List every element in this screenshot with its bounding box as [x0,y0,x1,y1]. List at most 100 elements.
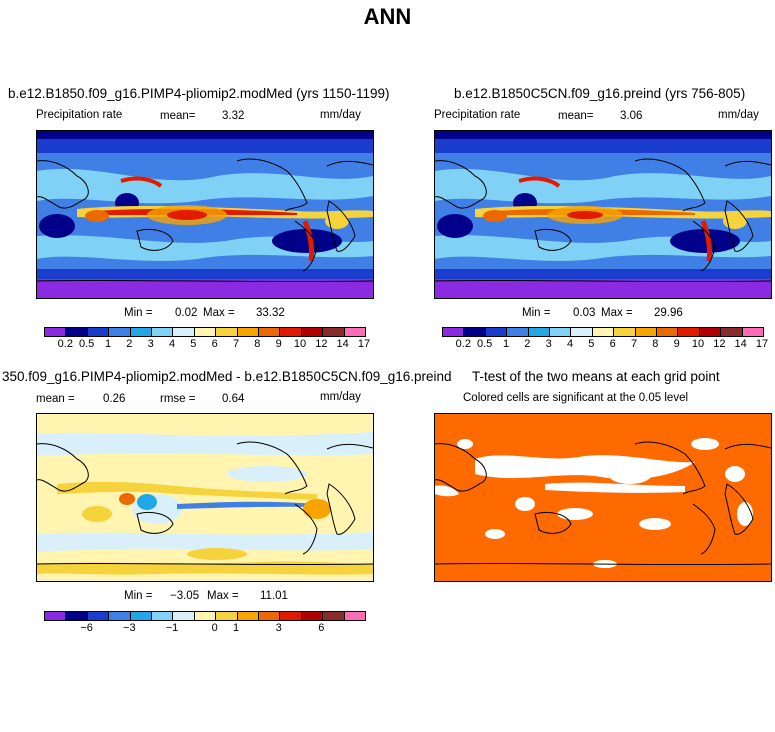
colorbar-swatch [66,612,88,620]
colorbar-swatch [152,328,174,336]
panel3-min-label: Min = [124,590,153,602]
colorbar-tick-label: 3 [545,338,552,350]
colorbar-swatch [614,328,636,336]
colorbar-tick-label: 0.2 [455,338,471,350]
colorbar-tick-label: −3 [123,622,136,634]
colorbar-swatch [323,328,345,336]
panel3-map [36,413,374,582]
colorbar-tick-label: 3 [275,622,282,634]
colorbar-tick-label: 4 [566,338,574,350]
colorbar-swatch [130,328,153,336]
panel2-units: mm/day [718,109,759,121]
panel1-title: b.e12.B1850.f09_g16.PIMP4-pliomip2.modMe… [8,86,390,101]
panel1-mean-value: 3.32 [222,110,245,122]
colorbar-swatch [635,328,658,336]
colorbar-swatch [443,328,465,336]
panel3-colorbar [44,611,366,621]
panel2-map [434,130,772,299]
colorbar-swatch [173,612,195,620]
colorbar-swatch [678,328,700,336]
colorbar-tick-label: 8 [254,338,261,350]
colorbar-swatch [464,328,486,336]
colorbar-tick-label: 8 [652,338,659,350]
panel2-max-label: Max = [601,307,633,319]
panel3-difference-field [37,414,373,581]
panel3-rmse-value: 0.64 [222,393,245,405]
colorbar-tick-label: 5 [190,338,197,350]
colorbar-tick-label: 0 [211,622,218,634]
colorbar-swatch [237,612,260,620]
colorbar-swatch [344,328,366,336]
colorbar-swatch [216,328,238,336]
colorbar-swatch [66,328,88,336]
colorbar-swatch [657,328,679,336]
panel2-max-value: 29.96 [654,307,683,319]
colorbar-swatch [87,612,110,620]
colorbar-tick-label: 6 [211,338,218,350]
colorbar-tick-label: 7 [630,338,638,350]
colorbar-tick-label: 2 [524,338,531,350]
colorbar-swatch [130,612,153,620]
panel3-mean-value: 0.26 [103,393,126,405]
panel4-subtitle: Colored cells are significant at the 0.0… [463,392,689,404]
colorbar-swatch [259,328,281,336]
colorbar-swatch [344,612,366,620]
colorbar-swatch [87,328,110,336]
colorbar-tick-label: 7 [232,338,240,350]
panel1-colorbar-labels: 0.2 0.5 1 2 3 4 5 6 7 8 9 10 12 14 17 [44,338,370,352]
panel1-max-value: 33.32 [256,307,285,319]
colorbar-tick-label: 12 [713,338,726,350]
panel3-rmse-label: rmse = [160,393,196,405]
panel2-variable: Precipitation rate [434,109,521,121]
colorbar-swatch [485,328,508,336]
colorbar-tick-label: 4 [168,338,176,350]
colorbar-tick-label: 17 [357,338,371,350]
colorbar-swatch [528,328,551,336]
colorbar-swatch [194,328,217,336]
colorbar-swatch [152,612,174,620]
colorbar-tick-label: 1 [502,338,510,350]
colorbar-tick-label: 1 [104,338,112,350]
panel2-mean-value: 3.06 [620,110,643,122]
colorbar-tick-label: 9 [275,338,282,350]
colorbar-swatch [507,328,529,336]
colorbar-swatch [216,612,238,620]
colorbar-swatch [592,328,615,336]
colorbar-swatch [699,328,722,336]
panel3-max-label: Max = [207,590,239,602]
colorbar-tick-label: 3 [147,338,154,350]
page-title: ANN [363,4,412,29]
panel2-precip-field [435,131,771,298]
colorbar-tick-label: 14 [734,338,747,350]
panel1-colorbar [44,327,366,337]
colorbar-tick-label: 5 [588,338,595,350]
panel1-map [36,130,374,299]
colorbar-tick-label: 10 [293,338,307,350]
panel3-units: mm/day [320,391,361,403]
panel4-significance-field [435,414,771,581]
colorbar-swatch [109,328,131,336]
colorbar-tick-label: 12 [315,338,328,350]
colorbar-tick-label: 10 [691,338,705,350]
panel1-mean-label: mean= [160,110,196,122]
colorbar-swatch [721,328,743,336]
panel2-mean-label: mean= [558,110,594,122]
colorbar-tick-label: 6 [609,338,616,350]
panel3-mean-label: mean = [36,393,75,405]
panel3-min-value: −3.05 [170,590,200,602]
colorbar-tick-label: −1 [165,622,179,634]
colorbar-tick-label: 9 [673,338,680,350]
colorbar-swatch [194,612,217,620]
colorbar-tick-label: 17 [755,338,769,350]
panel1-precip-field [37,131,373,298]
colorbar-swatch [259,612,281,620]
colorbar-swatch [323,612,345,620]
colorbar-tick-label: 2 [126,338,133,350]
colorbar-swatch [237,328,260,336]
colorbar-swatch [45,328,67,336]
colorbar-swatch [301,612,324,620]
colorbar-tick-label: 6 [318,622,325,634]
panel1-variable: Precipitation rate [36,109,123,121]
panel1-min-value: 0.02 [175,307,198,319]
colorbar-tick-label: −6 [80,622,93,634]
